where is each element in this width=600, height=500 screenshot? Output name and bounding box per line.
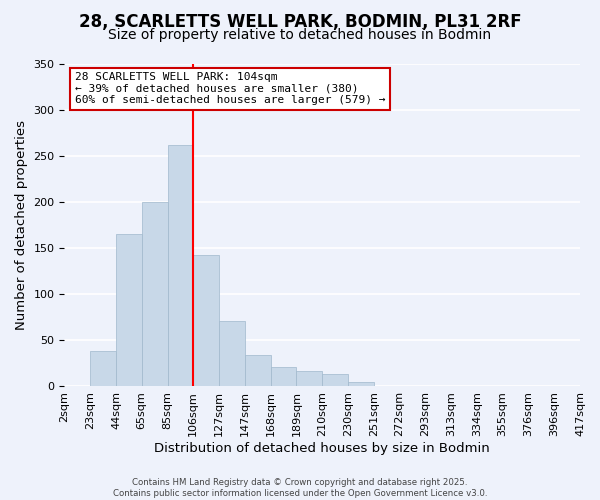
Bar <box>90 352 116 386</box>
Text: 28, SCARLETTS WELL PARK, BODMIN, PL31 2RF: 28, SCARLETTS WELL PARK, BODMIN, PL31 2R… <box>79 12 521 30</box>
Bar <box>296 371 322 386</box>
Bar <box>116 234 142 386</box>
Bar <box>142 202 167 386</box>
Bar <box>348 382 374 386</box>
Text: Size of property relative to detached houses in Bodmin: Size of property relative to detached ho… <box>109 28 491 42</box>
Bar <box>219 321 245 386</box>
X-axis label: Distribution of detached houses by size in Bodmin: Distribution of detached houses by size … <box>154 442 490 455</box>
Bar <box>245 355 271 386</box>
Bar <box>322 374 348 386</box>
Y-axis label: Number of detached properties: Number of detached properties <box>15 120 28 330</box>
Text: 28 SCARLETTS WELL PARK: 104sqm
← 39% of detached houses are smaller (380)
60% of: 28 SCARLETTS WELL PARK: 104sqm ← 39% of … <box>75 72 385 106</box>
Bar <box>271 367 296 386</box>
Text: Contains HM Land Registry data © Crown copyright and database right 2025.
Contai: Contains HM Land Registry data © Crown c… <box>113 478 487 498</box>
Bar <box>193 254 219 386</box>
Bar <box>167 145 193 386</box>
